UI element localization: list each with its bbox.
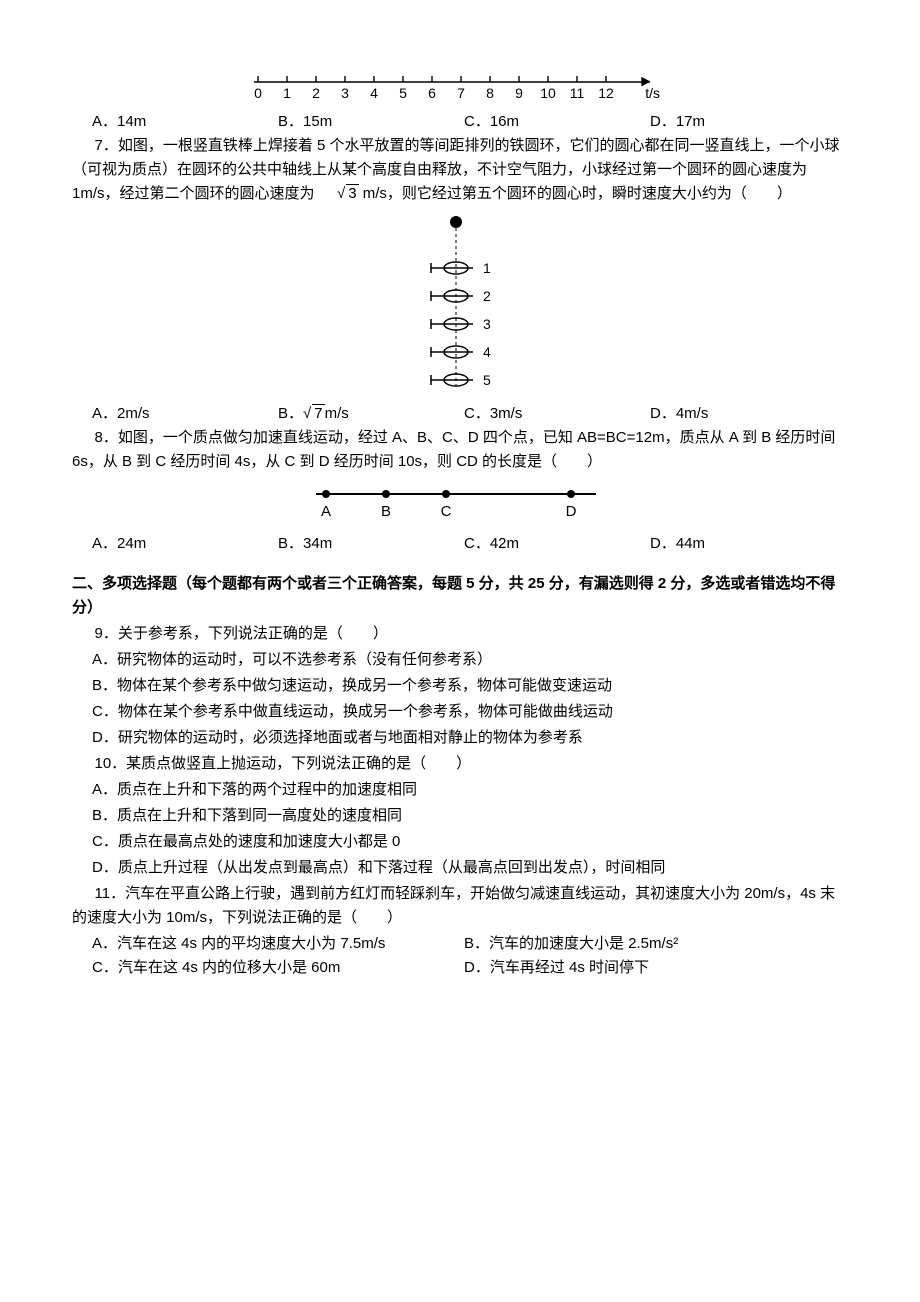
svg-text:A: A [321,503,331,520]
svg-text:3: 3 [341,85,349,101]
svg-text:1: 1 [283,85,291,101]
q6-option-b: B．15m [278,110,464,134]
q8-option-b: B．34m [278,532,464,556]
q11-option-b: B．汽车的加速度大小是 2.5m/s² [464,932,836,956]
svg-text:10: 10 [540,85,556,101]
svg-text:12: 12 [598,85,614,101]
q6-axis-label: t/s [645,85,660,101]
svg-text:9: 9 [515,85,523,101]
q7-stem: 7．如图，一根竖直铁棒上焊接着 5 个水平放置的等间距排列的铁圆环，它们的圆心都… [72,134,840,206]
svg-text:6: 6 [428,85,436,101]
q8-option-c: C．42m [464,532,650,556]
svg-text:2: 2 [312,85,320,101]
q9-option-c: C．物体在某个参考系中做直线运动，换成另一个参考系，物体可能做曲线运动 [72,700,840,724]
q10-stem: 10．某质点做竖直上抛运动，下列说法正确的是（ ） [72,752,840,776]
svg-text:8: 8 [486,85,494,101]
q7-options: A．2m/s B．√7m/s C．3m/s D．4m/s [72,402,840,426]
svg-text:2: 2 [483,288,491,304]
q7-option-c: C．3m/s [464,402,650,426]
q9-option-a: A．研究物体的运动时，可以不选参考系（没有任何参考系） [72,648,840,672]
q11-stem: 11．汽车在平直公路上行驶，遇到前方红灯而轻踩刹车，开始做匀减速直线运动，其初速… [72,882,840,930]
q7-option-b: B．√7m/s [278,402,464,426]
svg-text:3: 3 [483,316,491,332]
q8-options: A．24m B．34m C．42m D．44m [72,532,840,556]
q6-option-a: A．14m [92,110,278,134]
q11-option-c: C．汽车在这 4s 内的位移大小是 60m [92,956,464,980]
section2-heading: 二、多项选择题（每个题都有两个或者三个正确答案，每题 5 分，共 25 分，有漏… [72,572,840,620]
svg-text:4: 4 [483,344,491,360]
q6-option-d: D．17m [650,110,836,134]
svg-text:B: B [381,503,391,520]
q7-option-a: A．2m/s [92,402,278,426]
q10-option-d: D．质点上升过程（从出发点到最高点）和下落过程（从最高点回到出发点），时间相同 [72,856,840,880]
q11-options-row1: A．汽车在这 4s 内的平均速度大小为 7.5m/s B．汽车的加速度大小是 2… [72,932,840,956]
q10-option-c: C．质点在最高点处的速度和加速度大小都是 0 [72,830,840,854]
q6-axis-figure: 0123456789101112 t/s [246,68,666,102]
q9-stem: 9．关于参考系，下列说法正确的是（ ） [72,622,840,646]
q6-option-c: C．16m [464,110,650,134]
q11-option-a: A．汽车在这 4s 内的平均速度大小为 7.5m/s [92,932,464,956]
svg-text:11: 11 [570,85,585,101]
q7-rings-figure: 1 2 3 4 5 [401,214,511,394]
q10-option-b: B．质点在上升和下落到同一高度处的速度相同 [72,804,840,828]
q7-ball-icon [450,216,462,228]
svg-text:C: C [441,503,452,520]
q8-line-figure: A B C D [296,482,616,524]
q9-option-d: D．研究物体的运动时，必须选择地面或者与地面相对静止的物体为参考系 [72,726,840,750]
svg-text:0: 0 [254,85,262,101]
q6-options: A．14m B．15m C．16m D．17m [72,110,840,134]
q11-options-row2: C．汽车在这 4s 内的位移大小是 60m D．汽车再经过 4s 时间停下 [72,956,840,980]
svg-text:1: 1 [483,260,491,276]
q8-stem: 8．如图，一个质点做匀加速直线运动，经过 A、B、C、D 四个点，已知 AB=B… [72,426,840,474]
svg-text:D: D [566,503,577,520]
svg-text:5: 5 [483,372,491,388]
svg-text:5: 5 [399,85,407,101]
q11-option-d: D．汽车再经过 4s 时间停下 [464,956,836,980]
q8-option-d: D．44m [650,532,836,556]
svg-text:4: 4 [370,85,378,101]
q7-option-d: D．4m/s [650,402,836,426]
q10-option-a: A．质点在上升和下落的两个过程中的加速度相同 [72,778,840,802]
q8-option-a: A．24m [92,532,278,556]
q9-option-b: B．物体在某个参考系中做匀速运动，换成另一个参考系，物体可能做变速运动 [72,674,840,698]
svg-text:7: 7 [457,85,465,101]
